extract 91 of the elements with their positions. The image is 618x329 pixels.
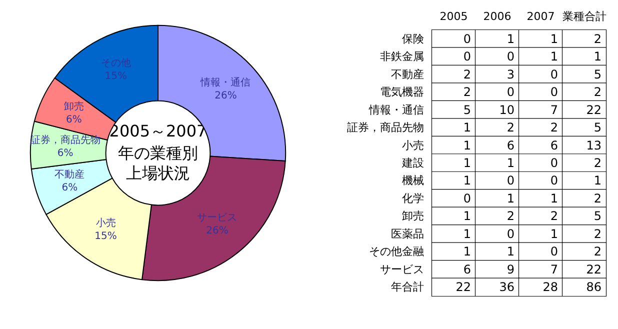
data-label: 0 [506,226,515,241]
data-label: 5 [463,102,472,117]
data-label: 1 [463,244,472,259]
data-label: 1 [506,156,515,170]
data-label: 5 [594,120,602,135]
data-label: 0 [463,32,472,46]
data-label: 2 [594,191,602,206]
data-label: 1 [594,174,602,188]
data-label: 6 [463,262,472,276]
y-tick-label: その他金融 [369,245,424,258]
x-tick-label: 2006 [483,10,512,23]
data-label: 1 [463,120,472,135]
y-tick-label: サービス [380,262,424,276]
data-label: 6% [57,148,74,160]
data-label: 2 [463,85,472,100]
data-label: 28 [542,280,558,294]
data-label: 0 [506,50,515,64]
data-label: 1 [463,174,472,188]
y-tick-label: 機械 [402,174,424,188]
data-label: 1 [550,191,558,206]
data-label: 2 [550,120,558,135]
slice-label: 小売 [96,216,116,229]
data-label: 1 [506,32,515,46]
x-tick-label: 2005 [440,10,468,23]
data-label: 0 [550,85,558,100]
data-label: 22 [586,262,602,276]
text: 2005～2007年の業種別上場状況 [109,122,207,182]
data-label: 26% [214,90,237,102]
y-tick-label: 証券，商品先物 [347,121,424,134]
slice-label: サービス [197,212,238,224]
data-label: 2 [506,120,515,135]
data-label: 6 [506,138,515,152]
data-label: 9 [506,262,515,276]
data-label: 2 [594,244,602,259]
data-label: 6% [66,114,82,126]
data-label: 3 [506,67,515,82]
data-label: 2 [550,209,558,224]
data-label: 1 [463,226,472,241]
data-label: 0 [550,174,558,188]
data-label: 2 [594,226,602,241]
data-label: 0 [550,156,558,170]
x-tick-label: 業種合計 [562,10,606,23]
data-label: 2 [594,156,602,170]
data-label: 5 [594,209,602,224]
data-label: 26% [206,226,228,237]
data-label: 1 [463,209,472,224]
data-label: 6% [62,182,78,194]
data-label: 1 [550,50,558,64]
data-label: 0 [550,244,558,259]
data-label: 1 [506,191,515,206]
data-label: 15% [94,230,117,242]
data-label: 5 [594,67,602,82]
data-label: 13 [586,138,602,152]
y-tick-label: 小売 [402,138,424,152]
data-label: 2 [506,209,515,224]
slice-label: 不動産 [54,168,85,181]
y-tick-label: 情報・通信 [368,103,424,116]
x-tick-label: 2007 [526,10,555,23]
y-tick-label: 年合計 [391,280,424,294]
data-label: 0 [506,174,515,188]
y-tick-label: 化学 [402,192,424,205]
data-label: 1 [594,50,602,64]
data-label: 0 [463,50,472,64]
data-label: 0 [506,85,515,100]
y-tick-label: 建設 [401,156,424,170]
y-tick-label: 保険 [402,32,424,46]
y-tick-label: 卸売 [402,210,424,223]
y-tick-label: 医薬品 [391,227,424,240]
data-label: 1 [506,244,515,259]
data-label: 1 [550,226,558,241]
data-label: 7 [550,262,558,276]
data-label: 1 [463,138,472,152]
data-label: 22 [586,102,602,117]
data-label: 36 [499,280,515,294]
data-label: 0 [550,67,558,82]
data-label: 2 [594,32,602,46]
slice-label: 卸売 [64,100,84,112]
y-tick-label: 非鉄金属 [380,50,424,64]
slice-label: 情報・通信 [200,76,251,88]
data-label: 2 [463,67,472,82]
y-tick-label: 不動産 [391,68,424,81]
data-label: 0 [463,191,472,206]
data-label: 22 [456,280,472,294]
data-label: 1 [463,156,472,170]
data-label: 7 [550,102,558,117]
data-label: 1 [550,32,558,46]
y-tick-label: 電気機器 [380,86,424,99]
data-label: 2 [594,85,602,100]
data-label: 86 [586,280,602,294]
data-label: 10 [499,102,515,117]
data-label: 6 [550,138,558,152]
